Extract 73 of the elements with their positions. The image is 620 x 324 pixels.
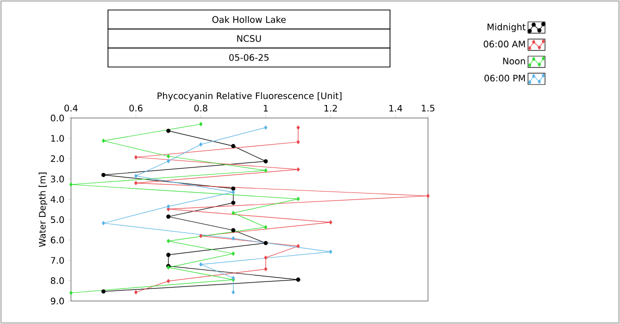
point xyxy=(199,122,202,126)
x-tick-label: 0.8 xyxy=(194,104,208,112)
point xyxy=(264,240,268,246)
point xyxy=(166,128,170,133)
text: 05-06-25 xyxy=(229,54,269,61)
point xyxy=(328,250,332,254)
point xyxy=(102,138,106,143)
point xyxy=(199,142,202,147)
point xyxy=(232,252,235,256)
point xyxy=(264,256,268,260)
point xyxy=(166,204,170,209)
legend-label: Noon xyxy=(503,58,525,64)
x-tick-label: 1 xyxy=(264,104,268,112)
y-tick-label: 9.0 xyxy=(50,298,64,304)
point xyxy=(264,159,268,164)
x-tick-label: 1.5 xyxy=(422,104,434,112)
point xyxy=(264,125,268,130)
legend-label: 06:00 AM xyxy=(484,40,525,48)
point xyxy=(296,167,300,172)
point xyxy=(296,125,300,130)
point xyxy=(296,196,300,202)
y-tick-label: 2.0 xyxy=(50,155,64,162)
point xyxy=(296,278,300,282)
point xyxy=(232,290,235,294)
y-tick-label: 6.0 xyxy=(50,236,64,244)
point xyxy=(264,225,268,230)
point xyxy=(166,159,170,164)
point xyxy=(426,194,430,198)
y-tick-label: 1.0 xyxy=(51,134,64,142)
y-tick-label: 8.0 xyxy=(50,277,64,284)
chart-subtitle: NCSU xyxy=(237,35,261,42)
point xyxy=(231,144,236,148)
x-tick-label: 1.2 xyxy=(324,104,337,112)
point xyxy=(166,252,170,257)
point xyxy=(264,168,268,173)
point xyxy=(231,228,236,232)
y-tick-label: 4.0 xyxy=(50,196,64,203)
legend-label: Midnight xyxy=(488,23,526,32)
point xyxy=(134,290,138,294)
point xyxy=(232,190,235,194)
y-tick-label: 5.0 xyxy=(50,216,64,224)
y-tick-label: 0.0 xyxy=(50,114,64,122)
point xyxy=(134,180,138,186)
legend-label: 06:00 PM xyxy=(484,74,525,82)
point xyxy=(231,186,236,191)
point xyxy=(101,172,106,178)
point xyxy=(199,262,202,266)
point xyxy=(69,182,73,187)
y-tick-label: 7.0 xyxy=(50,256,64,264)
point xyxy=(328,220,332,224)
point xyxy=(101,289,106,294)
x-tick-label: 1.4 xyxy=(389,104,402,112)
chart-title: Oak Hollow Lake xyxy=(212,16,286,23)
point xyxy=(232,236,235,240)
y-tick-label: 3.0 xyxy=(50,176,64,182)
point xyxy=(102,221,106,226)
point xyxy=(264,266,268,272)
point xyxy=(166,238,170,244)
point xyxy=(69,290,73,295)
x-tick-label: 0.4 xyxy=(64,104,78,112)
point xyxy=(134,174,138,178)
x-tick-label: 0.6 xyxy=(129,104,142,112)
point xyxy=(296,140,300,144)
point xyxy=(166,278,170,284)
point xyxy=(296,244,300,248)
point xyxy=(231,200,236,205)
point xyxy=(232,210,235,216)
point xyxy=(134,155,138,160)
x-axis-title: Phycocyanin Relative Fluorescence [Unit] xyxy=(158,92,342,101)
point xyxy=(199,234,202,238)
point xyxy=(166,214,170,219)
y-axis-title: Water Depth [m] xyxy=(38,172,48,247)
point xyxy=(166,154,170,158)
